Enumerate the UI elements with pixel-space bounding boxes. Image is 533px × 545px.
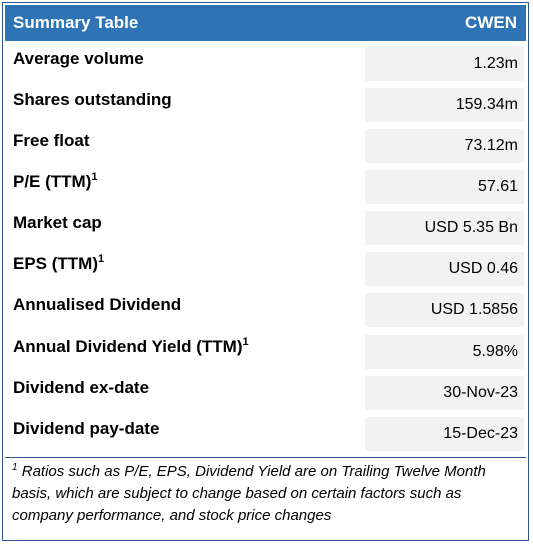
table-row: Market cap USD 5.35 Bn <box>5 208 526 245</box>
row-value: 15-Dec-23 <box>365 417 524 451</box>
table-title: Summary Table <box>13 13 139 32</box>
row-label: EPS (TTM)1 <box>13 253 105 274</box>
footnote-text: Ratios such as P/E, EPS, Dividend Yield … <box>12 463 486 524</box>
table-row: Dividend ex-date 30-Nov-23 <box>5 373 526 410</box>
footnote-divider <box>5 457 526 458</box>
footnote-marker: 1 <box>12 462 18 473</box>
table-header: Summary Table CWEN <box>5 5 526 41</box>
row-label: Annual Dividend Yield (TTM)1 <box>13 336 249 357</box>
row-value: 57.61 <box>365 170 524 204</box>
footnote-marker: 1 <box>242 336 249 348</box>
row-value: 159.34m <box>365 88 524 122</box>
table-row: Shares outstanding 159.34m <box>5 85 526 122</box>
ticker-symbol: CWEN <box>465 13 517 32</box>
row-label: Dividend pay-date <box>13 419 160 438</box>
row-label: Annualised Dividend <box>13 295 182 314</box>
footnote: 1 Ratios such as P/E, EPS, Dividend Yiel… <box>12 461 522 527</box>
row-value: USD 5.35 Bn <box>365 211 524 245</box>
table-row: Average volume 1.23m <box>5 44 526 81</box>
table-row: Annualised Dividend USD 1.5856 <box>5 290 526 327</box>
row-value: 1.23m <box>365 47 524 81</box>
table-row: Dividend pay-date 15-Dec-23 <box>5 414 526 451</box>
table-row: Annual Dividend Yield (TTM)1 5.98% <box>5 332 526 369</box>
row-label: Dividend ex-date <box>13 378 150 397</box>
row-label: Average volume <box>13 49 144 68</box>
footnote-marker: 1 <box>98 253 105 265</box>
row-label: Free float <box>13 131 90 150</box>
footnote-marker: 1 <box>91 171 98 183</box>
row-value: 73.12m <box>365 129 524 163</box>
row-value: USD 0.46 <box>365 252 524 286</box>
row-value: 30-Nov-23 <box>365 376 524 410</box>
table-row: EPS (TTM)1 USD 0.46 <box>5 249 526 286</box>
row-label: Market cap <box>13 213 102 232</box>
table-row: Free float 73.12m <box>5 126 526 163</box>
row-value: USD 1.5856 <box>365 293 524 327</box>
row-label: P/E (TTM)1 <box>13 171 98 192</box>
table-row: P/E (TTM)1 57.61 <box>5 167 526 204</box>
row-value: 5.98% <box>365 335 524 369</box>
row-label: Shares outstanding <box>13 90 172 109</box>
summary-table: Summary Table CWEN Average volume 1.23m … <box>2 2 529 541</box>
